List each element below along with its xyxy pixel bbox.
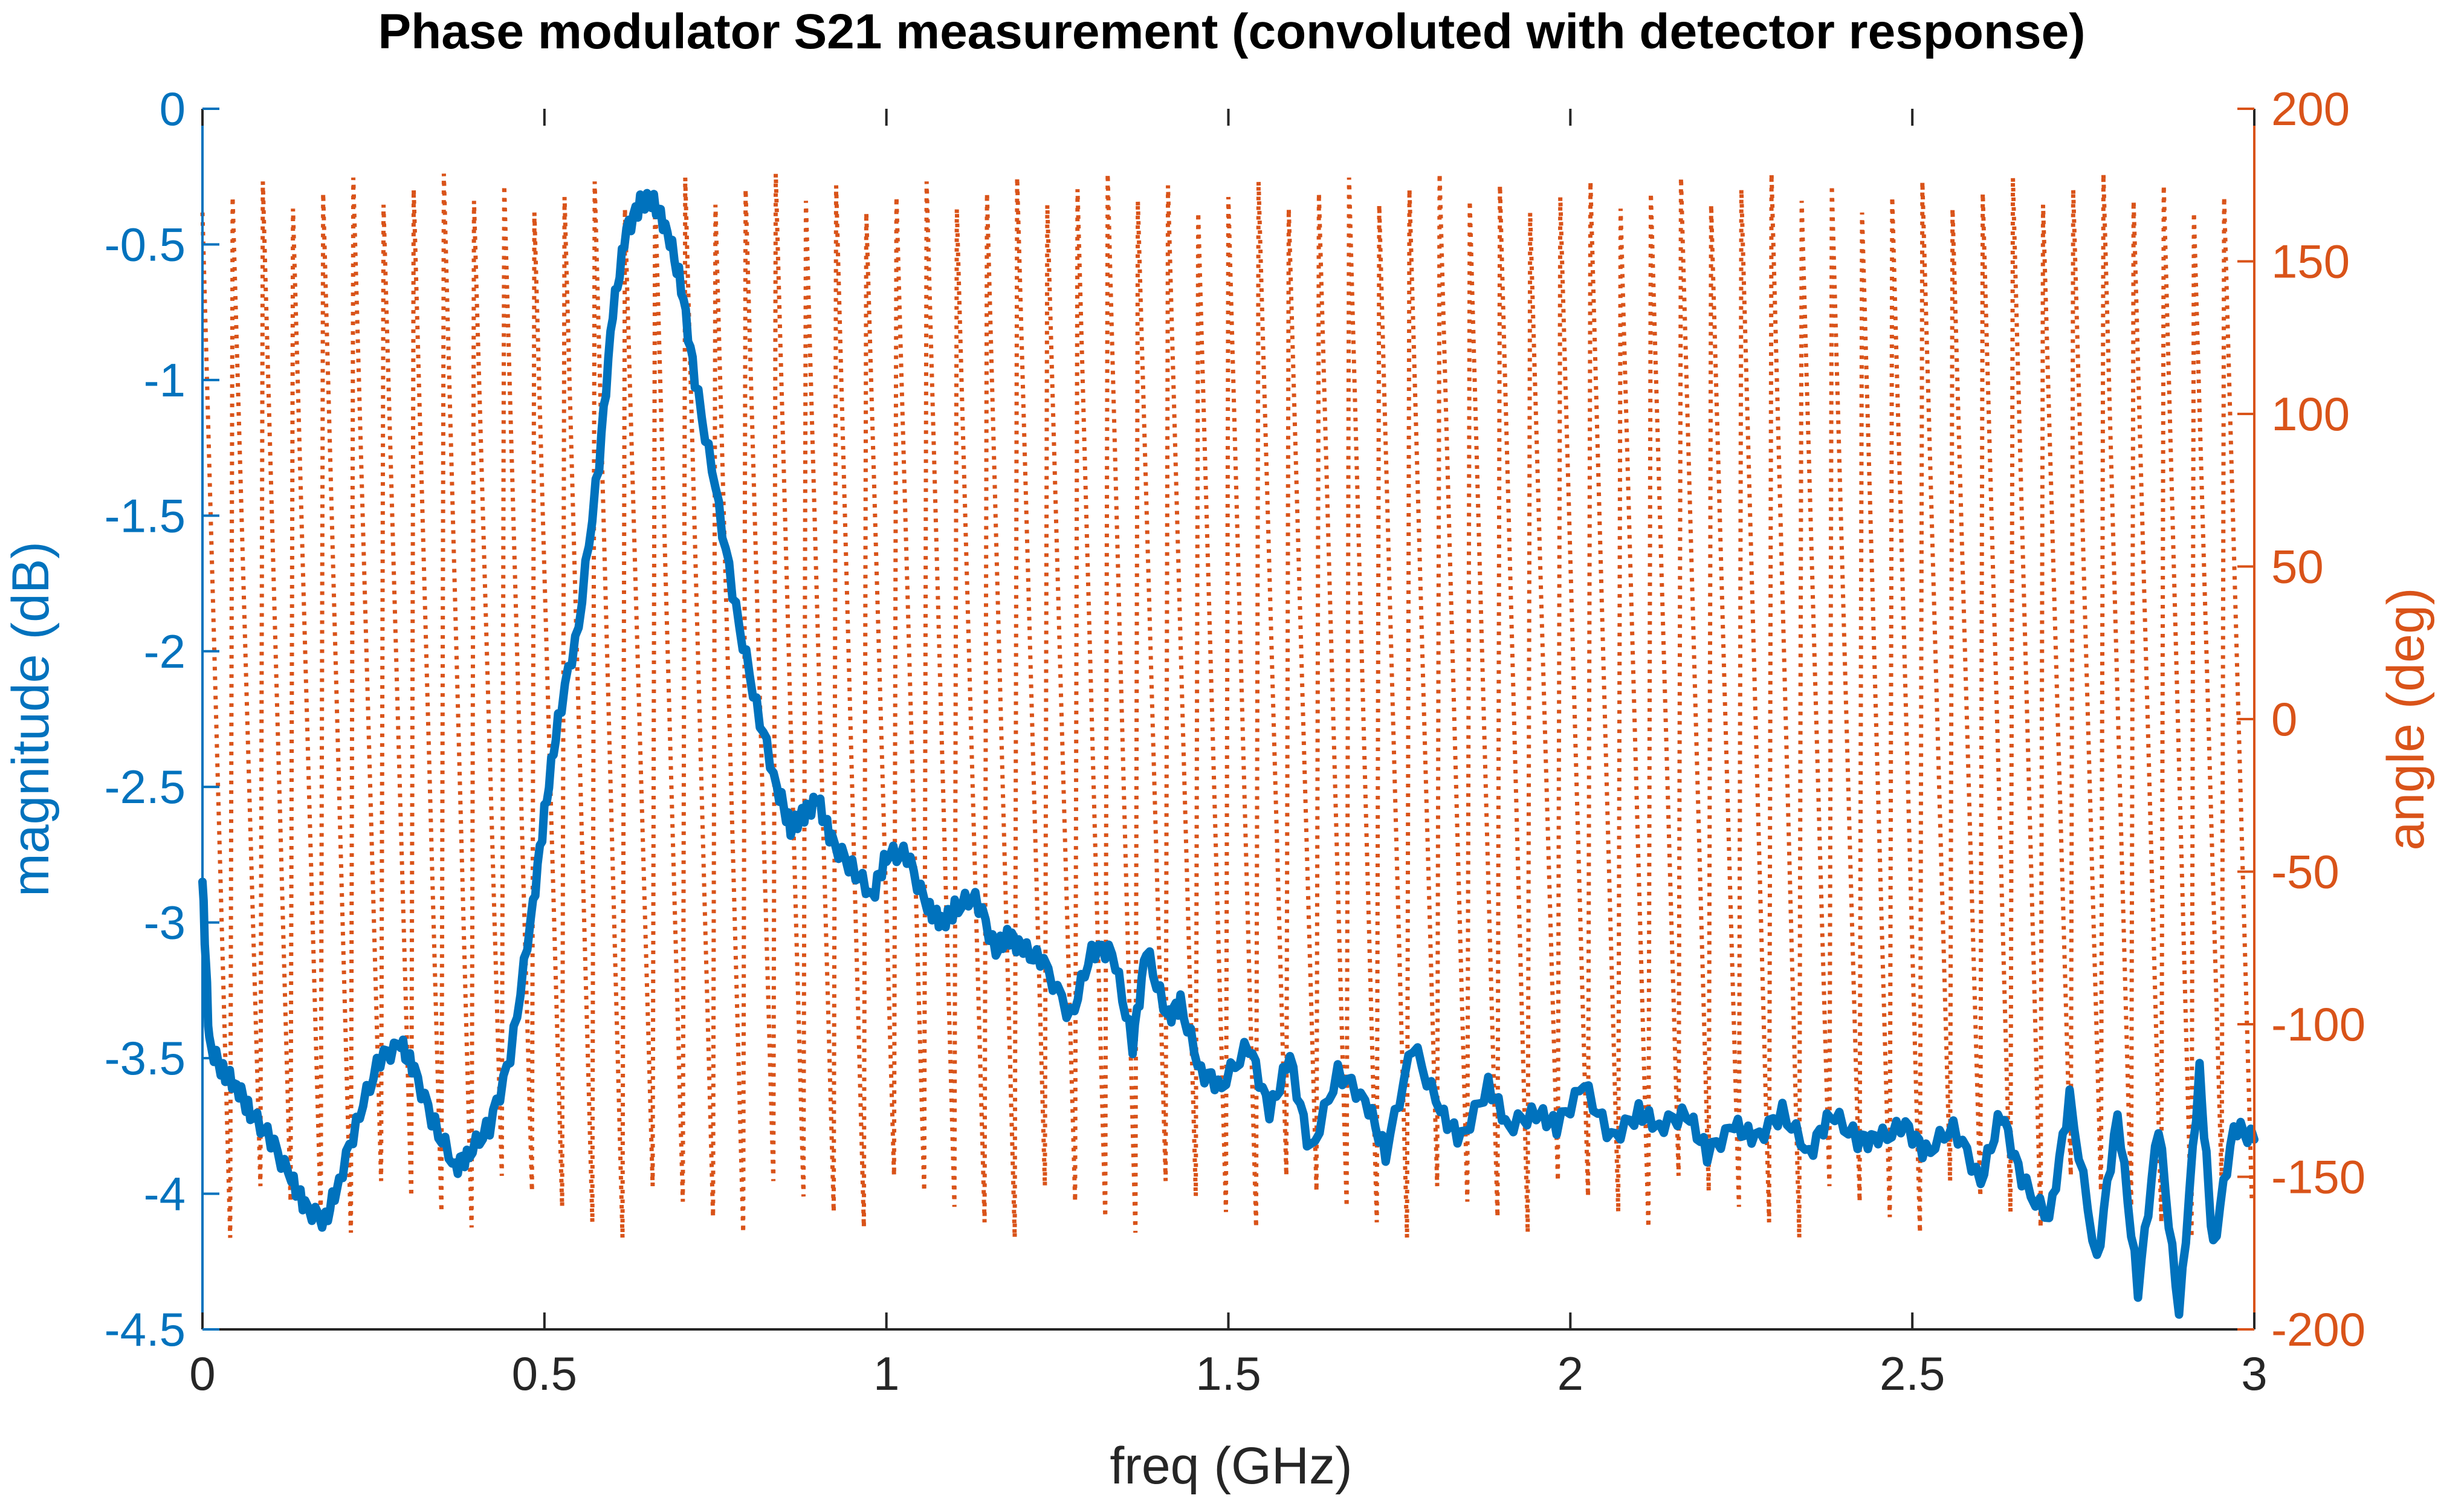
angle-line (200, 173, 2254, 1238)
y-right-tick-label: -50 (2271, 845, 2340, 899)
y-left-tick-label: -4 (144, 1167, 186, 1221)
y-right-tick-label: -100 (2271, 998, 2365, 1051)
y-left-tick-label: -1 (144, 353, 186, 407)
y-left-tick-label: -2 (144, 625, 186, 678)
x-tick-label: 2.5 (1880, 1347, 1945, 1400)
y-left-tick-label: -1.5 (105, 489, 186, 542)
y-right-tick-label: 100 (2271, 387, 2350, 441)
y-right-tick-label: 150 (2271, 235, 2350, 288)
y-left-tick-label: -3.5 (105, 1031, 186, 1085)
y-right-tick-label: 0 (2271, 692, 2297, 746)
magnitude-series (198, 189, 2259, 1319)
x-tick-label: 0.5 (512, 1347, 577, 1400)
x-tick-label: 1.5 (1195, 1347, 1261, 1400)
x-axis-label: freq (GHz) (1110, 1437, 1352, 1495)
y-left-tick-label: 0 (160, 82, 186, 135)
y-right-tick-label: -200 (2271, 1303, 2365, 1356)
axes: 0 0.5 1 1.5 2 2.5 3 0 -0.5 -1 -1.5 -2 -2.5 -3 -3.5 -4 -4… (105, 82, 2366, 1400)
x-tick-label: 3 (2241, 1347, 2267, 1400)
x-tick-label: 1 (873, 1347, 899, 1400)
y-right-tick-label: 200 (2271, 82, 2350, 135)
y-left-tick-label: -4.5 (105, 1303, 186, 1356)
y-left-tick-label: -2.5 (105, 760, 186, 813)
y-right-tick-label: -150 (2271, 1151, 2365, 1204)
y-axis-left-label: magnitude (dB) (2, 541, 60, 897)
y-left-tick-label: -0.5 (105, 218, 186, 271)
chart-title: Phase modulator S21 measurement (convolu… (378, 4, 2085, 59)
angle-series (200, 173, 2254, 1238)
y-right-tick-label: 50 (2271, 540, 2324, 593)
x-tick-label: 2 (1557, 1347, 1583, 1400)
y-axis-right-label: angle (deg) (2377, 587, 2435, 850)
magnitude-line (198, 189, 2259, 1319)
x-tick-label: 0 (189, 1347, 215, 1400)
y-left-tick-label: -3 (144, 896, 186, 949)
